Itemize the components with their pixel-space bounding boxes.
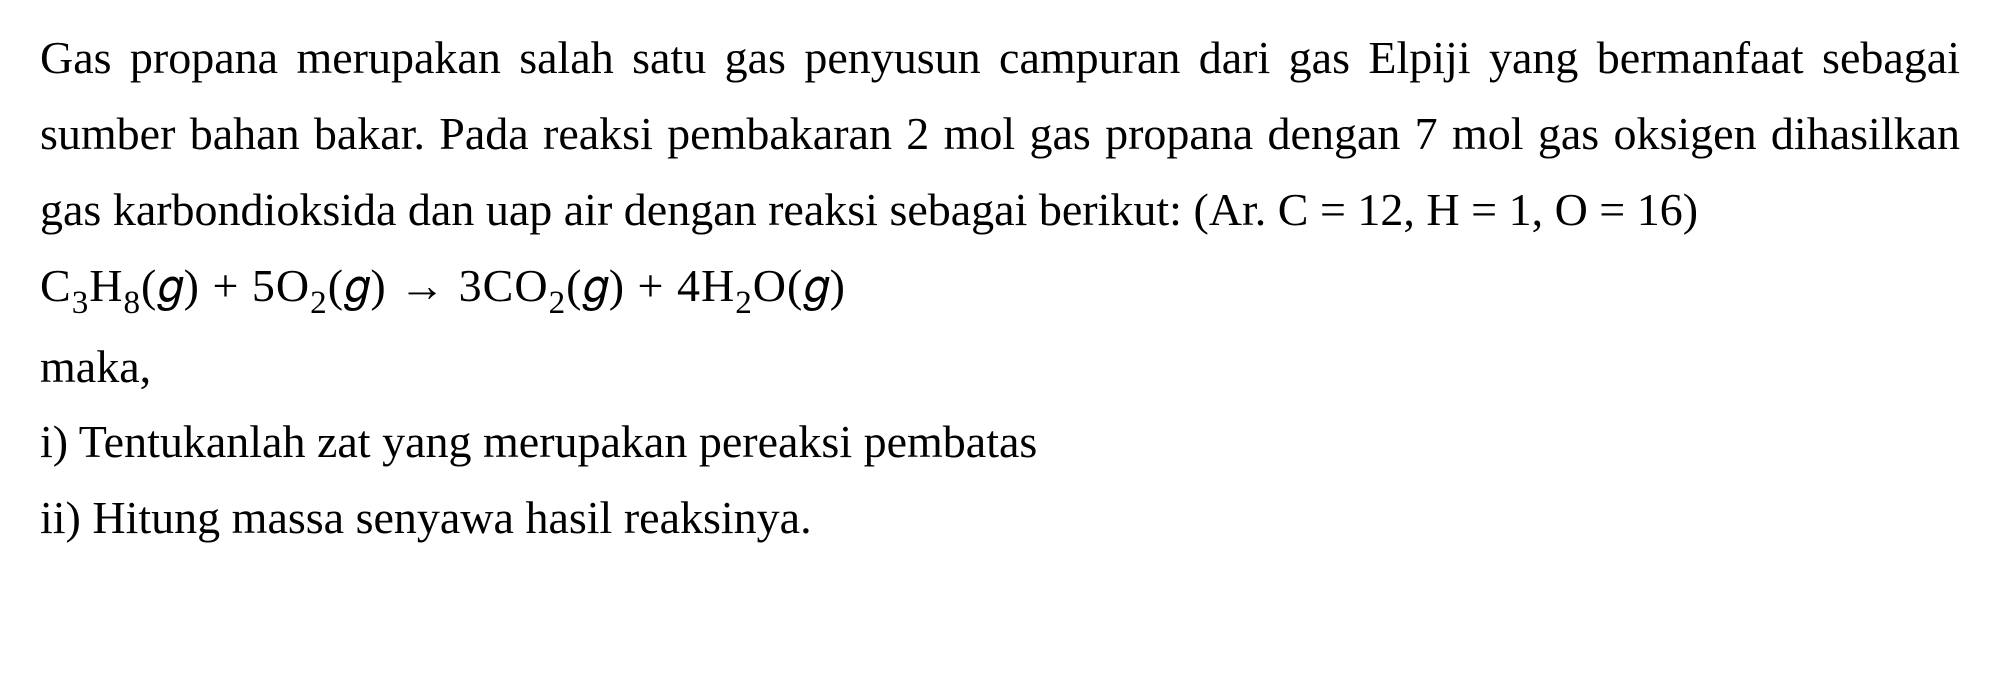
eq-c3h8-h: H: [89, 260, 123, 311]
eq-sub-o2: 2: [310, 284, 328, 321]
eq-part-2: (𝑔) → 3CO: [328, 260, 549, 311]
eq-sub-h2o: 2: [735, 284, 753, 321]
eq-part-4: O(𝑔): [753, 260, 846, 311]
eq-sub-co2: 2: [549, 284, 567, 321]
chemical-equation: C3H8(𝑔) + 5O2(𝑔) → 3CO2(𝑔) + 4H2O(𝑔): [40, 260, 846, 311]
problem-text: Gas propana merupakan salah satu gas pen…: [40, 20, 1960, 556]
question-i: i) Tentukanlah zat yang merupakan pereak…: [40, 404, 1960, 480]
eq-sub-3: 3: [72, 284, 90, 321]
paragraph-intro: Gas propana merupakan salah satu gas pen…: [40, 20, 1960, 248]
eq-part-1: (𝑔) + 5O: [141, 260, 310, 311]
eq-part-3: (𝑔) + 4H: [566, 260, 735, 311]
eq-c3h8-c: C: [40, 260, 72, 311]
eq-sub-8: 8: [123, 284, 141, 321]
maka-label: maka,: [40, 329, 1960, 405]
question-ii: ii) Hitung massa senyawa hasil reaksinya…: [40, 480, 1960, 556]
